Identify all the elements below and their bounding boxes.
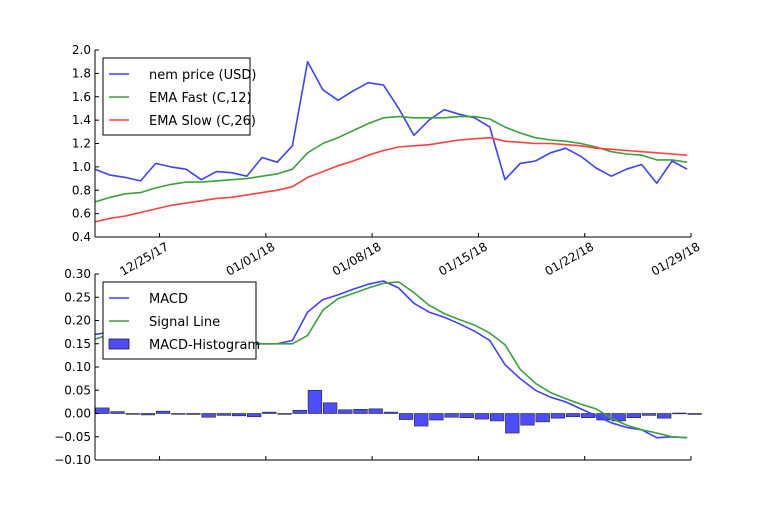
y-tick-label: 0.25: [64, 290, 91, 304]
histogram-bar: [171, 413, 186, 415]
y-tick-label: 1.8: [72, 66, 91, 80]
y-tick-label: 1.6: [72, 90, 91, 104]
histogram-bar: [490, 413, 505, 422]
histogram-bar: [231, 413, 247, 417]
histogram-bar: [277, 413, 292, 415]
histogram-bar: [429, 413, 444, 421]
histogram-bar: [383, 411, 398, 414]
legend-label: Signal Line: [149, 315, 220, 330]
histogram-bar: [125, 413, 140, 415]
y-tick-label: 2.0: [72, 43, 91, 57]
legend-label: EMA Slow (C,26): [149, 114, 256, 129]
histogram-bar: [201, 413, 216, 418]
y-tick-label: −0.05: [54, 430, 91, 444]
series-line-0: [94, 60, 688, 184]
series-line-2: [94, 136, 688, 223]
y-tick-label: 1.0: [72, 160, 91, 174]
histogram-bar: [398, 413, 414, 420]
x-tick-label: 01/08/18: [330, 239, 384, 278]
histogram-bar: [247, 413, 262, 418]
y-tick-label: 0.6: [72, 207, 91, 221]
x-tick-label: 01/15/18: [436, 239, 490, 278]
y-tick-label: 0.30: [64, 267, 91, 281]
series-line-1: [94, 115, 688, 203]
histogram-bar: [292, 409, 307, 414]
x-tick-label: 01/01/18: [224, 239, 278, 278]
histogram-bar: [687, 413, 702, 415]
x-tick-label: 01/22/18: [543, 239, 597, 278]
legend-label: MACD-Histogram: [149, 338, 260, 353]
histogram-bar: [459, 413, 474, 418]
y-tick-label: 0.20: [64, 314, 91, 328]
histogram-bar: [338, 409, 353, 414]
histogram-bar: [444, 413, 459, 418]
histogram-bar: [414, 413, 429, 427]
histogram-bar: [474, 413, 490, 420]
y-tick-label: 0.05: [64, 383, 91, 397]
histogram-bar: [657, 413, 672, 419]
y-tick-label: 0.00: [64, 407, 91, 421]
y-tick-label: 0.8: [72, 183, 91, 197]
y-tick-label: 1.4: [72, 113, 91, 127]
x-tick-label: 12/25/17: [117, 239, 171, 278]
panel-macd: −0.10 −0.05 0.00 0.05 0.10 0.15 0.20 0.25 0.30 MA…: [54, 267, 702, 467]
legend-label: nem price (USD): [149, 68, 256, 83]
histogram-bar: [641, 413, 657, 416]
histogram-bar: [262, 411, 277, 414]
y-tick-label: 0.10: [64, 360, 91, 374]
histogram-bar: [155, 410, 171, 414]
histogram-bar: [216, 413, 231, 416]
histogram-bar: [322, 402, 338, 414]
histogram-bar: [368, 408, 383, 414]
histogram-bar: [565, 413, 581, 418]
y-tick-label: −0.10: [54, 453, 91, 467]
histogram-bar: [626, 413, 641, 418]
legend-label: EMA Fast (C,12): [149, 91, 252, 106]
x-tick-label: 01/29/18: [649, 239, 703, 278]
histogram-bar: [186, 413, 201, 415]
histogram-bar: [353, 409, 368, 414]
y-tick-label: 0.4: [72, 230, 91, 244]
y-tick-label: 0.15: [64, 337, 91, 351]
histogram-bar: [672, 412, 687, 415]
histogram-bar: [110, 411, 125, 414]
histogram-bar: [550, 413, 566, 419]
histogram-bar: [505, 413, 520, 434]
histogram-bar: [140, 413, 156, 416]
y-tick-label: 1.2: [72, 137, 91, 151]
histogram-bar: [520, 413, 535, 426]
histogram-bar: [535, 413, 550, 423]
histogram-bar: [307, 389, 323, 414]
legend-swatch: [108, 338, 130, 350]
histogram-bar: [95, 407, 110, 414]
panel-price: 0.4 0.6 0.8 1.0 1.2 1.4 1.6 1.8 2.0 12/25/17 01/01…: [72, 43, 703, 279]
legend-label: MACD: [149, 292, 188, 307]
